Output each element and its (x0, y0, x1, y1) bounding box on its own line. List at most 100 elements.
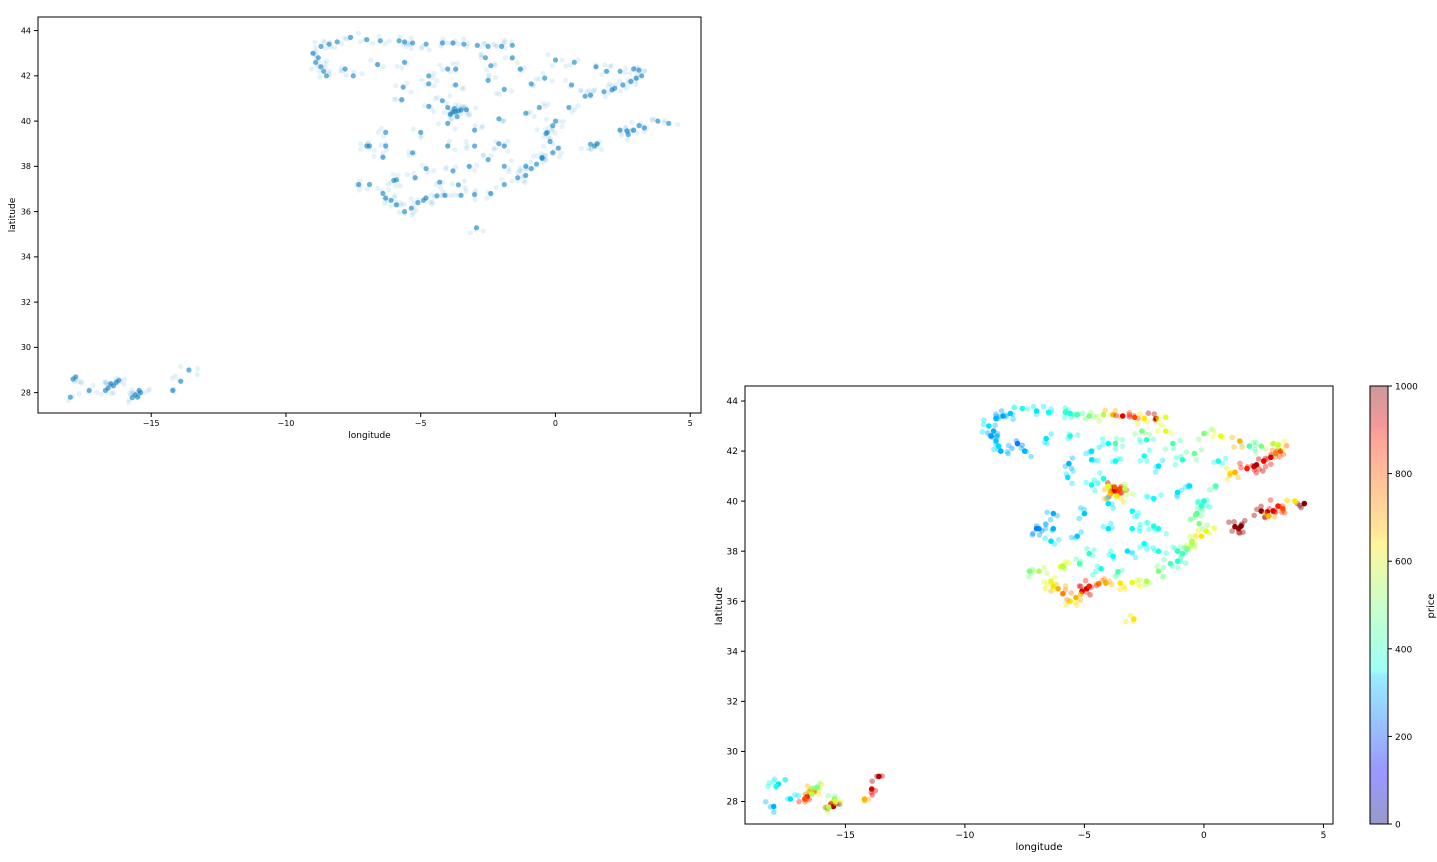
data-point (1174, 548, 1181, 554)
data-point (1193, 456, 1200, 463)
data-point (594, 144, 600, 150)
data-point (434, 78, 440, 84)
data-point (1044, 581, 1050, 588)
data-point (508, 88, 515, 94)
data-point (1137, 577, 1143, 583)
data-point (1118, 495, 1124, 501)
data-point (869, 792, 876, 798)
data-point (358, 146, 364, 152)
data-point (439, 179, 445, 185)
data-point (1056, 536, 1062, 543)
data-point (639, 73, 645, 79)
data-point (440, 192, 446, 198)
data-point (1183, 543, 1190, 549)
data-point (499, 118, 505, 124)
data-point (1094, 480, 1101, 486)
data-point (563, 63, 569, 69)
data-point (327, 73, 333, 79)
data-point (1211, 459, 1217, 465)
data-point (432, 96, 438, 102)
data-point (525, 110, 532, 116)
data-point (550, 141, 556, 147)
data-point (589, 91, 596, 97)
data-point (1048, 588, 1054, 595)
data-point (1009, 411, 1016, 418)
data-point (803, 796, 809, 803)
data-point (1144, 458, 1150, 464)
data-point (463, 138, 469, 144)
data-point (1105, 440, 1112, 447)
data-point (337, 68, 343, 74)
data-point (1253, 470, 1260, 476)
data-point (474, 42, 480, 48)
data-point (1119, 490, 1125, 496)
data-point (1108, 487, 1114, 494)
data-point (550, 150, 556, 156)
x-tick-label: −5 (1078, 831, 1091, 841)
data-point (1077, 583, 1084, 590)
data-point (1033, 525, 1040, 532)
data-point (129, 387, 135, 393)
data-point (428, 104, 434, 110)
data-point (1087, 409, 1094, 416)
data-point (582, 93, 588, 99)
data-point (501, 37, 508, 44)
data-point (1122, 586, 1128, 592)
data-point (322, 60, 328, 66)
data-point (453, 164, 459, 170)
data-point (1030, 530, 1036, 537)
data-point (1011, 404, 1018, 410)
data-point (145, 388, 151, 394)
data-point (396, 38, 402, 44)
y-tick-label: 34 (727, 647, 739, 657)
data-point (1226, 519, 1232, 525)
data-point (350, 73, 356, 79)
data-point (1100, 475, 1107, 482)
data-point (1147, 580, 1153, 586)
data-point (1213, 483, 1219, 489)
data-point (1160, 564, 1167, 571)
data-point (1224, 476, 1231, 483)
data-point (408, 205, 414, 211)
data-point (439, 66, 445, 72)
data-point (1096, 444, 1103, 451)
data-point (1206, 530, 1213, 537)
data-point (617, 68, 623, 74)
data-point (1070, 468, 1076, 474)
data-point (1065, 435, 1071, 442)
data-point (520, 178, 527, 184)
data-point (473, 105, 479, 111)
data-point (348, 34, 354, 41)
data-point (1068, 414, 1075, 421)
data-point (364, 186, 370, 192)
data-point (1005, 450, 1011, 457)
data-point (638, 120, 644, 126)
data-point (1237, 438, 1243, 444)
data-point (478, 54, 484, 61)
data-point (318, 43, 324, 50)
data-point (1228, 469, 1234, 476)
data-point (321, 68, 327, 74)
data-point (992, 422, 998, 429)
data-point (767, 804, 774, 810)
data-point (1076, 515, 1082, 522)
data-point (628, 128, 634, 134)
data-point (137, 390, 143, 396)
data-point (509, 56, 515, 62)
data-point (540, 70, 546, 76)
data-point (1075, 411, 1081, 417)
data-point (410, 126, 416, 132)
data-point (1118, 456, 1124, 462)
data-point (464, 143, 470, 149)
data-point (1170, 544, 1176, 550)
data-point (1106, 578, 1113, 584)
data-point (1062, 586, 1069, 593)
data-point (1137, 521, 1143, 528)
data-point (578, 88, 584, 94)
data-point (560, 118, 566, 125)
data-point (1198, 447, 1205, 453)
data-point (135, 394, 141, 400)
data-point (653, 116, 659, 122)
data-point (502, 55, 508, 61)
data-point (380, 150, 386, 156)
